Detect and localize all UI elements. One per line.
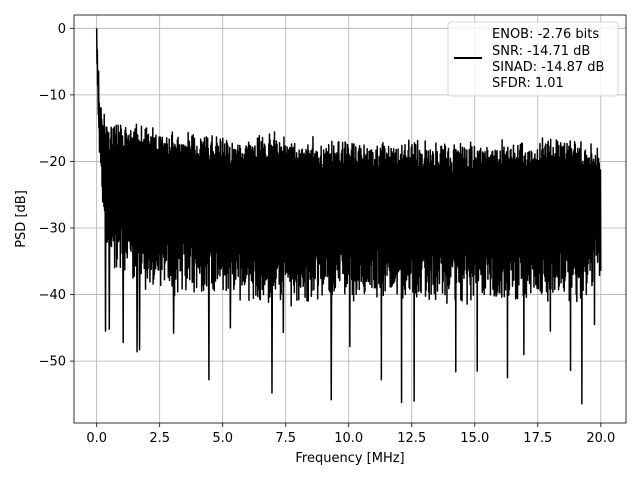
y-tick-label: −30 — [39, 221, 66, 236]
x-tick-label: 20.0 — [586, 431, 615, 446]
legend-entry: SINAD: -14.87 dB — [492, 60, 604, 75]
legend: ENOB: -2.76 bits SNR: -14.71 dB SINAD: -… — [447, 21, 619, 97]
y-tick-label: 0 — [58, 22, 66, 37]
plot-area — [95, 28, 602, 405]
psd-series-line — [95, 28, 602, 405]
axes-frame — [73, 14, 627, 424]
x-tick-label: 12.5 — [397, 431, 426, 446]
x-axis-label: Frequency [MHz] — [295, 451, 404, 466]
y-tick-label: −40 — [39, 288, 66, 303]
x-tick-label: 2.5 — [149, 431, 170, 446]
x-tick-label: 5.0 — [212, 431, 233, 446]
y-axis: 0 −10 −20 −30 −40 −50 — [39, 22, 74, 370]
legend-box — [447, 21, 619, 97]
legend-entry: SFDR: 1.01 — [492, 76, 564, 91]
y-tick-label: −50 — [39, 355, 66, 370]
x-tick-label: 17.5 — [523, 431, 552, 446]
legend-entry: SNR: -14.71 dB — [492, 44, 590, 59]
x-tick-label: 0.0 — [86, 431, 107, 446]
legend-entry: ENOB: -2.76 bits — [492, 27, 599, 42]
x-axis: 0.0 2.5 5.0 7.5 10.0 12.5 15.0 17.5 20.0 — [86, 423, 615, 446]
y-axis-label: PSD [dB] — [14, 190, 29, 248]
x-tick-label: 15.0 — [460, 431, 489, 446]
y-tick-label: −20 — [39, 155, 66, 170]
x-tick-label: 7.5 — [275, 431, 296, 446]
y-tick-label: −10 — [39, 88, 66, 103]
x-tick-label: 10.0 — [334, 431, 363, 446]
